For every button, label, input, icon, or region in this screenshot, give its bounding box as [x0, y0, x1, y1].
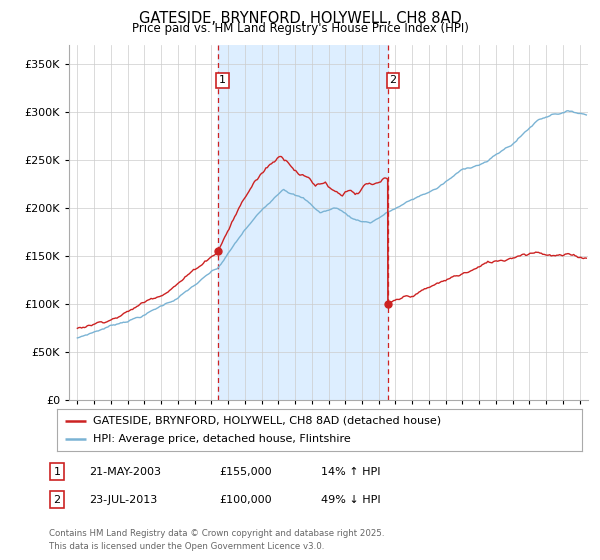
Text: 21-MAY-2003: 21-MAY-2003 — [89, 466, 161, 477]
Text: 2: 2 — [389, 76, 397, 85]
Text: 23-JUL-2013: 23-JUL-2013 — [89, 494, 157, 505]
Text: Price paid vs. HM Land Registry's House Price Index (HPI): Price paid vs. HM Land Registry's House … — [131, 22, 469, 35]
Text: 49% ↓ HPI: 49% ↓ HPI — [321, 494, 380, 505]
Text: 2: 2 — [53, 494, 61, 505]
Text: This data is licensed under the Open Government Licence v3.0.: This data is licensed under the Open Gov… — [49, 542, 325, 550]
Text: GATESIDE, BRYNFORD, HOLYWELL, CH8 8AD (detached house): GATESIDE, BRYNFORD, HOLYWELL, CH8 8AD (d… — [93, 416, 441, 426]
Text: 1: 1 — [53, 466, 61, 477]
Text: 14% ↑ HPI: 14% ↑ HPI — [321, 466, 380, 477]
Text: HPI: Average price, detached house, Flintshire: HPI: Average price, detached house, Flin… — [93, 434, 350, 444]
Text: GATESIDE, BRYNFORD, HOLYWELL, CH8 8AD: GATESIDE, BRYNFORD, HOLYWELL, CH8 8AD — [139, 11, 461, 26]
Text: Contains HM Land Registry data © Crown copyright and database right 2025.: Contains HM Land Registry data © Crown c… — [49, 529, 385, 538]
Text: £155,000: £155,000 — [219, 466, 272, 477]
Text: 1: 1 — [219, 76, 226, 85]
Text: £100,000: £100,000 — [219, 494, 272, 505]
Bar — [218, 45, 388, 400]
